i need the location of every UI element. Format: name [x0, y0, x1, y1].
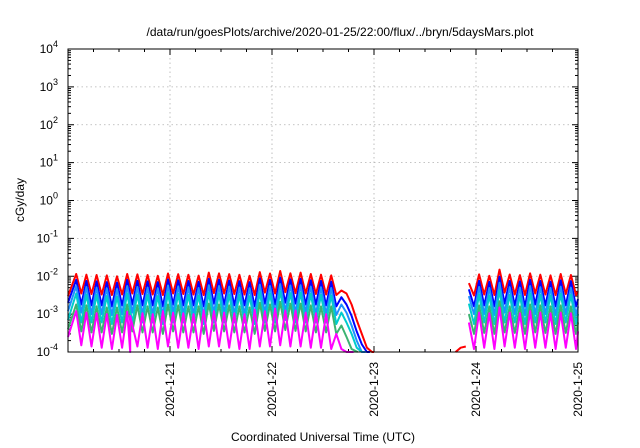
series-line-1 — [67, 270, 374, 353]
y-tick-label: 10-2 — [37, 266, 58, 283]
y-tick-label: 10-3 — [37, 304, 58, 321]
chart-title: /data/run/goesPlots/archive/2020-01-25/2… — [147, 25, 535, 39]
x-tick-label: 2020-1-21 — [163, 362, 177, 417]
y-tick-labels: 10-4 10-3 10-2 10-1 100 101 102 103 104 — [37, 39, 58, 359]
y-tick-label: 101 — [40, 153, 58, 170]
y-tick-label: 100 — [40, 191, 58, 208]
x-tick-labels: 2020-1-21 2020-1-22 2020-1-23 2020-1-24 2020… — [163, 362, 585, 417]
x-tick-label: 2020-1-25 — [571, 362, 585, 417]
series-line-5 — [67, 300, 359, 353]
series-line-2 — [467, 275, 579, 308]
x-tick-label: 2020-1-24 — [469, 362, 483, 417]
series-line-4 — [467, 289, 579, 325]
plot-frame — [67, 48, 579, 353]
x-axis-label: Coordinated Universal Time (UTC) — [231, 430, 415, 444]
series-line-3 — [467, 281, 579, 316]
y-axis-label: cGy/day — [13, 178, 27, 222]
series-line-6 — [467, 306, 579, 350]
y-tick-label: 102 — [40, 115, 58, 132]
y-tick-label: 104 — [40, 39, 58, 56]
x-tick-label: 2020-1-22 — [265, 362, 279, 417]
series-line-5 — [467, 300, 579, 335]
x-tick-label: 2020-1-23 — [367, 362, 381, 417]
series-line-3 — [67, 283, 366, 353]
series-group — [67, 268, 579, 353]
y-tick-label: 103 — [40, 77, 58, 94]
y-tick-label: 10-1 — [37, 228, 58, 245]
series-line-6 — [67, 307, 354, 353]
y-tick-label: 10-4 — [37, 342, 58, 359]
series-line-4 — [67, 290, 363, 353]
series-line-1 — [454, 345, 467, 353]
series-line-2 — [67, 276, 370, 353]
series-line-1 — [467, 268, 579, 297]
